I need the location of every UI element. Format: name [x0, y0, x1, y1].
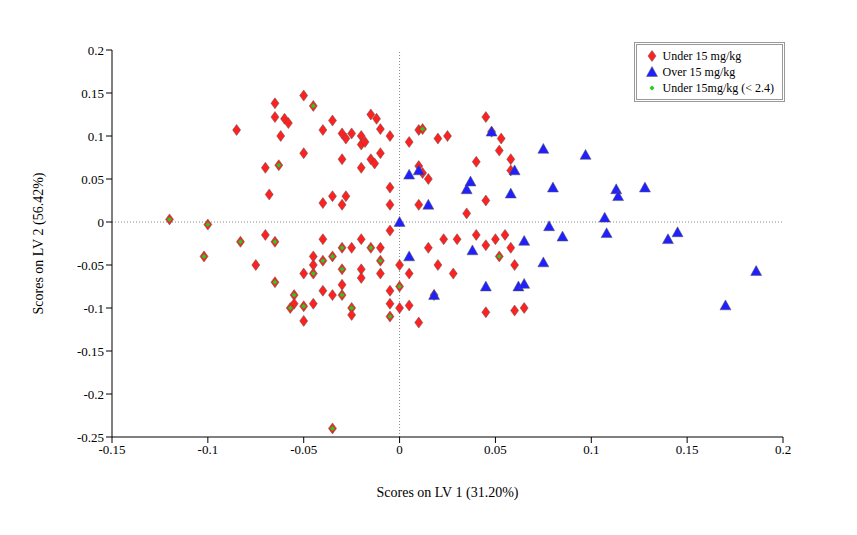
svg-text:-0.15: -0.15: [98, 442, 126, 458]
svg-text:-0.05: -0.05: [77, 258, 104, 273]
svg-text:-0.25: -0.25: [77, 430, 104, 445]
html-text:Over 15 mg/kg: Over 15 mg/kg: [662, 65, 736, 79]
svg-text:-0.05: -0.05: [290, 442, 317, 457]
svg-text:0.1: 0.1: [583, 442, 599, 457]
svg-text:-0.2: -0.2: [83, 387, 104, 402]
svg-text:0.15: 0.15: [81, 86, 104, 101]
svg-text:0.1: 0.1: [88, 129, 104, 144]
svg-text:0.05: 0.05: [81, 172, 104, 187]
html-text:Under 15 mg/kg: Under 15 mg/kg: [662, 49, 742, 63]
svg-text:0.05: 0.05: [484, 442, 507, 457]
svg-text:Scores on LV 2 (56.42%): Scores on LV 2 (56.42%): [31, 172, 47, 314]
svg-text:0.15: 0.15: [676, 442, 699, 457]
svg-text:-0.1: -0.1: [83, 301, 104, 316]
svg-text:-0.15: -0.15: [77, 344, 104, 359]
svg-text:0: 0: [98, 215, 105, 230]
svg-text:0: 0: [396, 442, 403, 457]
svg-text:0.2: 0.2: [775, 442, 791, 457]
html-text:Under 15mg/kg (< 2.4): Under 15mg/kg (< 2.4): [662, 81, 774, 95]
svg-text:-0.1: -0.1: [198, 442, 219, 457]
svg-text:Scores on LV 1 (31.20%): Scores on LV 1 (31.20%): [377, 485, 519, 501]
svg-text:0.2: 0.2: [88, 43, 104, 58]
